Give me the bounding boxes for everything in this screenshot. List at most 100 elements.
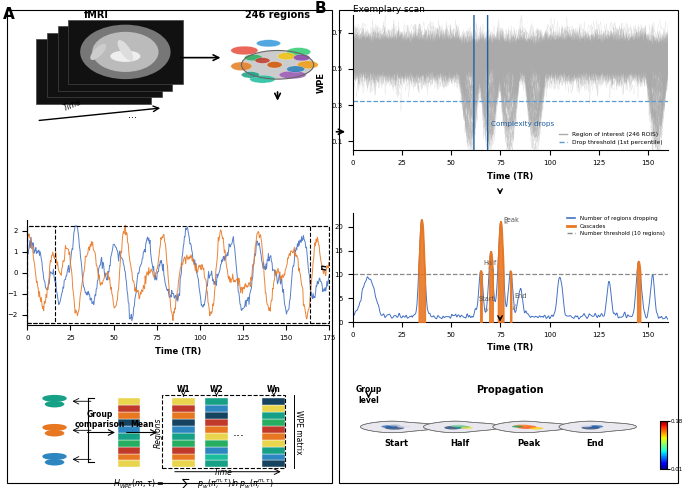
Ellipse shape — [512, 426, 523, 427]
Bar — [172, 433, 195, 440]
Bar — [262, 433, 285, 440]
Ellipse shape — [256, 40, 281, 47]
Bar — [172, 419, 195, 426]
Bar — [58, 26, 172, 91]
Bar — [118, 419, 140, 426]
Bar — [262, 440, 285, 447]
Bar — [118, 398, 140, 405]
Bar — [172, 453, 195, 461]
Ellipse shape — [231, 46, 258, 55]
Bar — [36, 39, 151, 103]
Text: $H_{WPE}(m,\tau) = -\!\!\sum_{i:\pi_i^{m,\tau}\in\pi}\!\! p_w(\pi_i^{m,\tau})\,l: $H_{WPE}(m,\tau) = -\!\!\sum_{i:\pi_i^{m… — [113, 477, 273, 488]
Bar — [68, 20, 183, 84]
Ellipse shape — [397, 426, 411, 428]
Ellipse shape — [231, 62, 252, 71]
Ellipse shape — [588, 425, 603, 428]
Circle shape — [43, 396, 66, 401]
Text: ...: ... — [128, 110, 138, 120]
Bar — [118, 447, 140, 453]
Text: Start: Start — [385, 439, 409, 448]
Bar — [172, 405, 195, 412]
Bar — [262, 453, 285, 461]
Ellipse shape — [461, 427, 473, 429]
Bar — [206, 426, 228, 433]
Bar — [262, 426, 285, 433]
Text: fMRI: fMRI — [84, 9, 109, 20]
Text: Group
comparison: Group comparison — [75, 410, 125, 429]
Ellipse shape — [297, 61, 319, 69]
Bar — [27, 226, 55, 323]
X-axis label: Time (TR): Time (TR) — [487, 172, 534, 181]
Polygon shape — [360, 421, 438, 433]
Bar — [172, 447, 195, 453]
Bar — [118, 426, 140, 433]
Ellipse shape — [45, 459, 64, 466]
Bar — [262, 405, 285, 412]
Text: Group
level: Group level — [356, 385, 382, 405]
Ellipse shape — [451, 425, 464, 427]
Ellipse shape — [384, 426, 404, 429]
Bar — [262, 461, 285, 468]
Text: Half: Half — [484, 260, 497, 271]
Y-axis label: n: n — [319, 264, 329, 270]
Ellipse shape — [293, 55, 310, 61]
Bar — [206, 419, 228, 426]
Text: WPE matrix: WPE matrix — [294, 410, 303, 455]
Bar — [206, 398, 228, 405]
Bar — [206, 447, 228, 453]
Text: Peak: Peak — [503, 217, 519, 223]
Ellipse shape — [80, 25, 171, 79]
Bar — [118, 440, 140, 447]
Text: Start: Start — [479, 296, 495, 311]
Text: 246 regions: 246 regions — [245, 9, 310, 20]
Polygon shape — [559, 421, 636, 433]
Ellipse shape — [255, 58, 270, 63]
Text: Mean: Mean — [130, 420, 154, 429]
Ellipse shape — [92, 32, 158, 72]
Text: Wn: Wn — [267, 385, 281, 394]
Text: Peak: Peak — [518, 439, 540, 448]
Bar — [310, 226, 329, 323]
Bar — [206, 453, 228, 461]
Bar — [206, 433, 228, 440]
Text: Complexity drops: Complexity drops — [490, 121, 554, 127]
Bar — [118, 453, 140, 461]
Text: Exemplary scan: Exemplary scan — [353, 5, 425, 14]
Ellipse shape — [514, 425, 531, 427]
Ellipse shape — [279, 71, 306, 79]
Text: Time: Time — [214, 468, 233, 477]
Legend: Region of interest (246 ROIS), Drop threshold (1st percentile): Region of interest (246 ROIS), Drop thre… — [556, 130, 665, 147]
Text: A: A — [3, 7, 15, 22]
Ellipse shape — [241, 72, 260, 78]
Ellipse shape — [580, 425, 593, 427]
Legend: Number of regions dropping, Cascades, Number threshold (10 regions): Number of regions dropping, Cascades, Nu… — [564, 214, 667, 239]
X-axis label: Time (TR): Time (TR) — [155, 346, 201, 356]
Polygon shape — [423, 421, 501, 433]
Ellipse shape — [445, 426, 461, 429]
Bar — [262, 398, 285, 405]
Bar — [262, 419, 285, 426]
Y-axis label: BOLD: BOLD — [0, 260, 2, 285]
Text: End: End — [586, 439, 604, 448]
Bar — [118, 405, 140, 412]
Ellipse shape — [286, 66, 305, 72]
Bar — [162, 395, 285, 468]
Bar — [206, 461, 228, 468]
Bar — [262, 412, 285, 419]
Ellipse shape — [454, 426, 470, 428]
Bar — [118, 461, 140, 468]
Ellipse shape — [267, 61, 282, 68]
Text: Time: Time — [62, 97, 83, 113]
Ellipse shape — [45, 401, 64, 407]
Bar — [47, 33, 162, 97]
Bar — [172, 426, 195, 433]
X-axis label: Time (TR): Time (TR) — [487, 344, 534, 352]
Bar — [262, 447, 285, 453]
Ellipse shape — [382, 425, 398, 428]
Bar — [206, 412, 228, 419]
Polygon shape — [493, 421, 570, 433]
Ellipse shape — [582, 426, 600, 429]
Text: Regions: Regions — [154, 417, 163, 447]
Text: ...: ... — [232, 426, 245, 439]
Text: Propagation: Propagation — [477, 385, 544, 395]
